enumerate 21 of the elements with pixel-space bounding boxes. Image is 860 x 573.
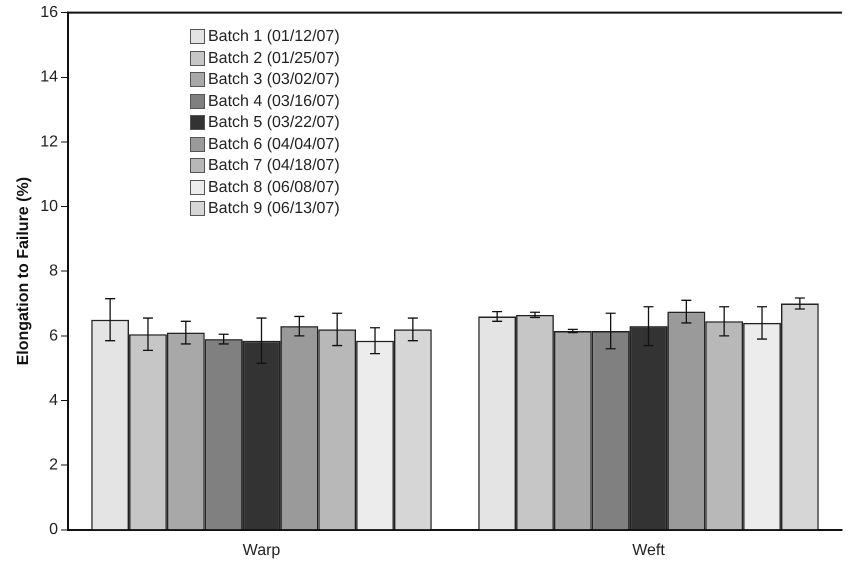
legend-label: Batch 2 (01/25/07) <box>208 48 340 68</box>
y-tick-label: 0 <box>49 521 58 538</box>
y-tick-label: 12 <box>40 133 58 150</box>
legend-label: Batch 7 (04/18/07) <box>208 156 340 176</box>
y-tick-label: 8 <box>49 262 58 280</box>
legend-label: Batch 5 (03/22/07) <box>208 113 340 133</box>
legend-label: Batch 8 (06/08/07) <box>208 178 340 198</box>
y-tick-label: 14 <box>40 68 58 86</box>
x-tick-label: Warp <box>242 542 280 559</box>
y-axis-title: Elongation to Failure (%) <box>15 176 32 366</box>
y-tick-label: 16 <box>40 4 58 22</box>
legend-label: Batch 6 (04/04/07) <box>208 134 340 154</box>
y-tick-label: 6 <box>49 327 58 344</box>
y-tick-label: 2 <box>49 456 58 474</box>
legend-label: Batch 3 (03/02/07) <box>208 70 340 90</box>
x-tick-label: Weft <box>632 542 666 559</box>
legend-label: Batch 4 (03/16/07) <box>208 92 340 112</box>
y-tick-label: 4 <box>49 392 58 409</box>
y-tick-label: 10 <box>40 198 58 215</box>
legend-label: Batch 9 (06/13/07) <box>208 199 340 219</box>
legend-label: Batch 1 (01/12/07) <box>208 27 340 47</box>
